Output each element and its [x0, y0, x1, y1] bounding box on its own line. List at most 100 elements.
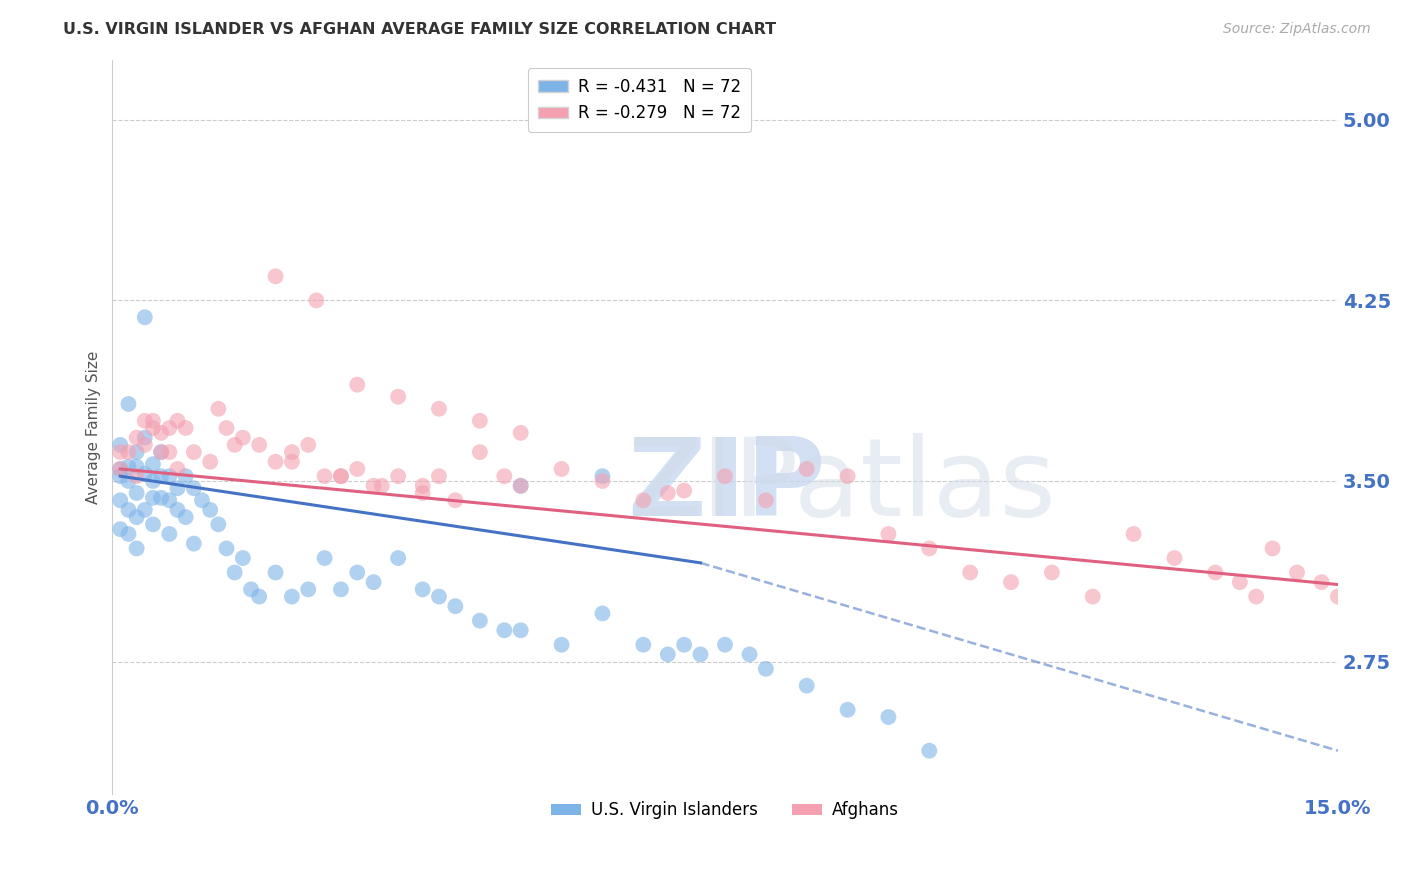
Point: [174, 469, 197, 483]
Point: [117, 474, 139, 488]
Point: [329, 469, 352, 483]
Point: [297, 582, 319, 597]
Point: [142, 474, 165, 488]
Point: [125, 431, 148, 445]
Point: [427, 401, 450, 416]
Point: [550, 638, 572, 652]
Point: [224, 438, 246, 452]
Point: [314, 551, 336, 566]
Point: [166, 503, 188, 517]
Point: [117, 397, 139, 411]
Point: [346, 462, 368, 476]
Point: [110, 469, 132, 483]
Point: [444, 599, 467, 614]
Point: [371, 479, 394, 493]
Point: [633, 638, 655, 652]
Point: [1122, 527, 1144, 541]
Point: [215, 541, 238, 556]
Point: [329, 469, 352, 483]
Point: [134, 431, 156, 445]
Point: [174, 510, 197, 524]
Point: [166, 462, 188, 476]
Point: [714, 638, 737, 652]
Point: [1310, 575, 1333, 590]
Point: [1327, 590, 1350, 604]
Point: [198, 503, 221, 517]
Point: [110, 438, 132, 452]
Point: [468, 614, 491, 628]
Point: [673, 483, 696, 498]
Point: [387, 551, 409, 566]
Point: [150, 445, 173, 459]
Point: [134, 503, 156, 517]
Point: [157, 421, 180, 435]
Point: [117, 503, 139, 517]
Point: [125, 469, 148, 483]
Point: [509, 624, 531, 638]
Point: [314, 469, 336, 483]
Point: [550, 462, 572, 476]
Point: [657, 486, 679, 500]
Point: [183, 536, 205, 550]
Point: [150, 469, 173, 483]
Text: Source: ZipAtlas.com: Source: ZipAtlas.com: [1223, 22, 1371, 37]
Point: [191, 493, 214, 508]
Point: [689, 648, 711, 662]
Point: [738, 648, 761, 662]
Point: [110, 462, 132, 476]
Point: [509, 479, 531, 493]
Point: [363, 479, 385, 493]
Point: [591, 469, 613, 483]
Point: [110, 445, 132, 459]
Point: [346, 377, 368, 392]
Point: [877, 527, 900, 541]
Point: [412, 479, 434, 493]
Point: [633, 493, 655, 508]
Point: [110, 493, 132, 508]
Point: [142, 517, 165, 532]
Point: [755, 493, 778, 508]
Point: [427, 469, 450, 483]
Point: [427, 590, 450, 604]
Point: [125, 510, 148, 524]
Point: [134, 310, 156, 325]
Point: [157, 469, 180, 483]
Point: [387, 390, 409, 404]
Point: [166, 481, 188, 495]
Point: [509, 425, 531, 440]
Point: [142, 421, 165, 435]
Point: [117, 459, 139, 474]
Point: [1285, 566, 1308, 580]
Point: [247, 438, 270, 452]
Text: ZIP: ZIP: [627, 433, 825, 539]
Point: [297, 438, 319, 452]
Point: [150, 445, 173, 459]
Point: [673, 638, 696, 652]
Point: [837, 469, 859, 483]
Legend: U.S. Virgin Islanders, Afghans: U.S. Virgin Islanders, Afghans: [544, 795, 905, 826]
Point: [837, 703, 859, 717]
Point: [1040, 566, 1063, 580]
Point: [264, 566, 287, 580]
Point: [468, 414, 491, 428]
Point: [918, 744, 941, 758]
Point: [1244, 590, 1267, 604]
Point: [412, 486, 434, 500]
Point: [198, 455, 221, 469]
Point: [215, 421, 238, 435]
Point: [264, 455, 287, 469]
Point: [657, 648, 679, 662]
Point: [117, 527, 139, 541]
Point: [714, 469, 737, 483]
Point: [444, 493, 467, 508]
Point: [281, 590, 304, 604]
Point: [363, 575, 385, 590]
Point: [142, 414, 165, 428]
Point: [207, 401, 229, 416]
Point: [110, 462, 132, 476]
Point: [1229, 575, 1251, 590]
Point: [166, 414, 188, 428]
Point: [1081, 590, 1104, 604]
Point: [142, 457, 165, 471]
Point: [796, 679, 818, 693]
